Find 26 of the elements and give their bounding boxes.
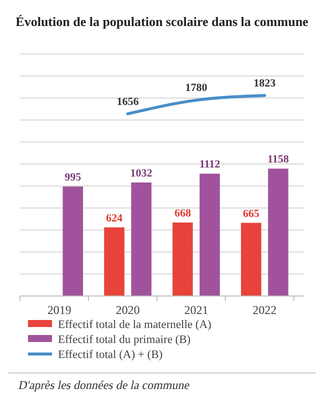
- legend-label: Effectif total de la maternelle (A): [58, 319, 212, 331]
- data-label: 995: [64, 172, 82, 184]
- x-tick-label: 2021: [184, 303, 208, 317]
- bar: [172, 222, 193, 296]
- text: D'après les données de la commune: [17, 378, 192, 392]
- data-label: 1112: [199, 158, 221, 171]
- bar: [131, 182, 152, 296]
- data-label: 1823: [254, 77, 276, 90]
- data-label: 1032: [130, 167, 153, 180]
- x-tick-label: 2019: [47, 303, 72, 317]
- legend-label: Effectif total (A) + (B): [58, 349, 163, 361]
- bar: [62, 186, 84, 296]
- x-tick-label: 2020: [116, 303, 140, 317]
- bar: [104, 227, 124, 296]
- data-label: 1656: [116, 96, 140, 108]
- data-label: 624: [106, 212, 124, 224]
- bar: [268, 168, 288, 296]
- data-label: 1780: [185, 82, 208, 94]
- data-label: 665: [242, 208, 260, 220]
- chart-title: Évolution de la population scolaire dans la commune: [16, 14, 309, 29]
- data-label: 1158: [267, 154, 290, 166]
- bar: [240, 222, 262, 296]
- bar: [200, 174, 220, 296]
- data-label: 668: [174, 208, 192, 220]
- x-tick-label: 2022: [252, 303, 277, 317]
- legend-label: Effectif total du primaire (B): [58, 334, 191, 346]
